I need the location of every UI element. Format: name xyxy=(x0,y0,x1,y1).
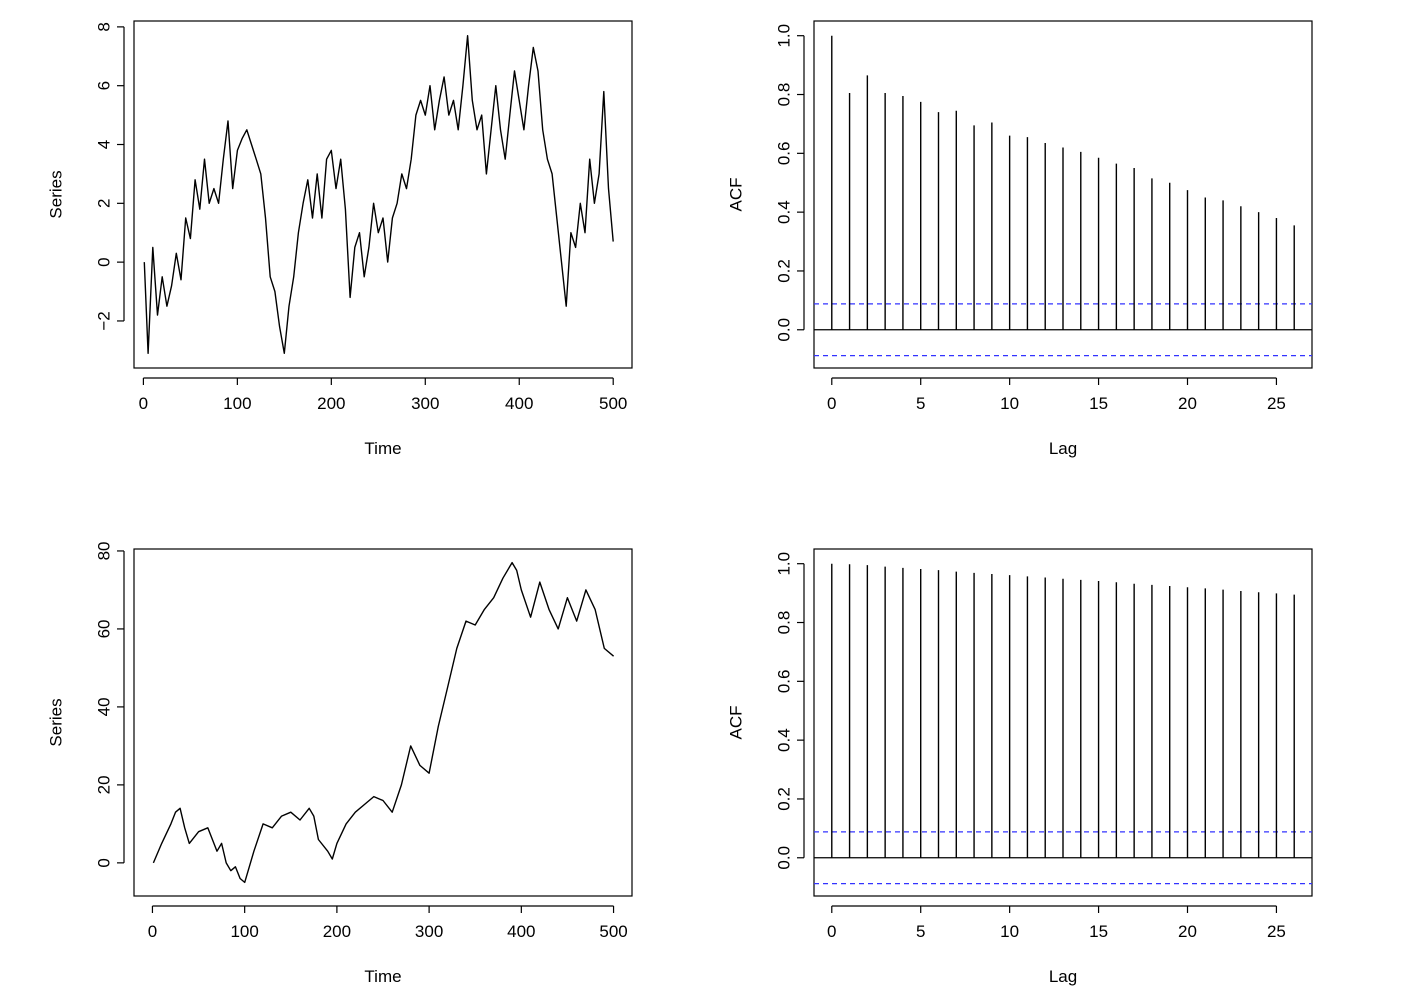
y-tick-label: 0.2 xyxy=(775,259,794,283)
plot-frame xyxy=(813,20,1313,369)
x-tick-label: 300 xyxy=(415,922,443,941)
y-tick-label: 40 xyxy=(95,697,114,716)
x-axis-title: Lag xyxy=(1049,439,1077,458)
series-line xyxy=(152,561,615,884)
x-tick-label: 200 xyxy=(323,922,351,941)
y-tick-label: 0.4 xyxy=(775,728,794,752)
y-tick-label: 60 xyxy=(95,619,114,638)
x-tick-label: 400 xyxy=(507,922,535,941)
x-tick-label: 15 xyxy=(1089,394,1108,413)
y-tick-label: 4 xyxy=(95,140,114,149)
y-axis-title: Series xyxy=(47,698,66,746)
x-tick-label: 200 xyxy=(317,394,345,413)
x-tick-label: 0 xyxy=(148,922,157,941)
chart-panel-1: 0 100 200 300 400 500 −2 0 2 4 6 8 Time Series xyxy=(47,20,633,458)
chart-panel-2: 0 5 10 15 20 25 0.0 0.2 0.4 0.6 0.8 1.0 Lag ACF xyxy=(727,20,1313,458)
x-tick-label: 15 xyxy=(1089,922,1108,941)
x-tick-label: 500 xyxy=(599,394,627,413)
x-tick-label: 5 xyxy=(916,394,925,413)
x-tick-label: 20 xyxy=(1178,922,1197,941)
x-tick-label: 20 xyxy=(1178,394,1197,413)
x-tick-label: 10 xyxy=(1000,922,1019,941)
chart-panel-3: 0 100 200 300 400 500 0 20 40 60 80 Time Series xyxy=(47,541,633,986)
x-tick-label: 0 xyxy=(827,922,836,941)
plot-frame xyxy=(133,548,633,897)
x-tick-label: 100 xyxy=(230,922,258,941)
y-axis-title: Series xyxy=(47,170,66,218)
x-tick-label: 25 xyxy=(1267,922,1286,941)
y-tick-label: 0.4 xyxy=(775,200,794,224)
x-tick-label: 25 xyxy=(1267,394,1286,413)
y-tick-label: 0.2 xyxy=(775,787,794,811)
y-tick-label: 0 xyxy=(95,257,114,266)
x-tick-label: 100 xyxy=(223,394,251,413)
y-tick-label: 1.0 xyxy=(775,552,794,576)
x-axis-title: Time xyxy=(364,967,401,986)
x-tick-label: 500 xyxy=(599,922,627,941)
y-tick-label: 0.8 xyxy=(775,83,794,107)
y-tick-label: 1.0 xyxy=(775,24,794,48)
y-tick-label: 2 xyxy=(95,199,114,208)
y-tick-label: 0.8 xyxy=(775,611,794,635)
x-tick-label: 0 xyxy=(827,394,836,413)
series-line xyxy=(143,35,614,354)
plot-frame xyxy=(813,548,1313,897)
y-tick-label: 0 xyxy=(95,858,114,867)
y-axis-title: ACF xyxy=(727,178,746,212)
y-tick-label: 0.6 xyxy=(775,142,794,166)
y-tick-label: 0.0 xyxy=(775,846,794,870)
plot-frame xyxy=(133,20,633,369)
x-tick-label: 10 xyxy=(1000,394,1019,413)
chart-panel-4: 0 5 10 15 20 25 0.0 0.2 0.4 0.6 0.8 1.0 Lag ACF xyxy=(727,548,1313,986)
y-tick-label: 80 xyxy=(95,541,114,560)
y-axis-title: ACF xyxy=(727,706,746,740)
x-tick-label: 0 xyxy=(139,394,148,413)
y-tick-label: 0.0 xyxy=(775,318,794,342)
x-axis-title: Lag xyxy=(1049,967,1077,986)
x-tick-label: 5 xyxy=(916,922,925,941)
x-tick-label: 300 xyxy=(411,394,439,413)
x-tick-label: 400 xyxy=(505,394,533,413)
x-axis-title: Time xyxy=(364,439,401,458)
y-tick-label: 0.6 xyxy=(775,670,794,694)
y-tick-label: −2 xyxy=(95,311,114,330)
y-tick-label: 6 xyxy=(95,81,114,90)
y-tick-label: 20 xyxy=(95,775,114,794)
y-tick-label: 8 xyxy=(95,22,114,31)
